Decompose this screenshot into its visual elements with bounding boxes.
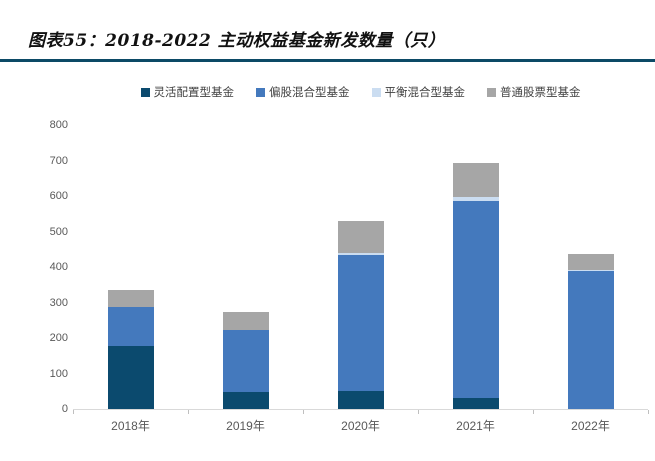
legend-label: 灵活配置型基金 [153, 87, 235, 99]
x-tick-mark [648, 410, 649, 414]
bar-group [188, 125, 303, 409]
stacked-bar[interactable] [107, 289, 154, 409]
stacked-bar[interactable] [337, 220, 384, 409]
bar-segment[interactable] [337, 390, 384, 409]
bar-segment[interactable] [567, 271, 614, 409]
x-tick-mark [188, 410, 189, 414]
x-tick-mark [533, 410, 534, 414]
bar-segment[interactable] [222, 392, 269, 409]
y-tick-label: 600 [49, 190, 68, 202]
bar-segment[interactable] [567, 269, 614, 272]
bar-group [533, 125, 648, 409]
y-tick-label: 300 [49, 296, 68, 309]
bar-segment[interactable] [222, 312, 269, 330]
x-category-label: 2018年 [111, 419, 150, 433]
title-underline [0, 59, 655, 62]
stacked-bar[interactable] [567, 253, 614, 409]
legend-item: 灵活配置型基金 [140, 84, 235, 100]
legend-label: 平衡混合型基金 [384, 87, 466, 99]
x-category-label: 2021年 [456, 419, 495, 433]
bar-segment[interactable] [452, 200, 499, 399]
x-category-label: 2022年 [571, 419, 610, 433]
y-tick-label: 400 [49, 261, 68, 273]
x-axis-labels: 2018年 2019年 2020年 2021年 2022年 [73, 417, 648, 434]
plot-area [73, 125, 649, 414]
bar-segment[interactable] [337, 254, 384, 391]
bars-container [73, 125, 648, 409]
x-category-label: 2019年 [226, 419, 265, 433]
bar-segment[interactable] [337, 220, 384, 253]
bar-group [418, 125, 533, 409]
x-category-label: 2020年 [341, 419, 380, 433]
x-tick-mark [418, 410, 419, 414]
bar-segment[interactable] [452, 196, 499, 201]
y-tick-label: 200 [49, 332, 68, 344]
bar-group [303, 125, 418, 409]
legend-swatch-icon [256, 87, 265, 97]
legend-swatch-icon [140, 87, 150, 97]
y-tick-label: 100 [49, 367, 68, 380]
stacked-bar[interactable] [452, 163, 499, 409]
bar-segment[interactable] [337, 252, 384, 255]
legend-item: 普通股票型基金 [487, 84, 581, 100]
y-tick-label: 500 [49, 225, 68, 238]
legend-label: 普通股票型基金 [500, 87, 581, 99]
legend-item: 平衡混合型基金 [371, 84, 466, 100]
y-axis: 0 100 200 300 400 500 600 700 800 [38, 119, 68, 415]
legend-label: 偏股混合型基金 [269, 87, 350, 99]
x-tick-mark [73, 410, 74, 414]
bar-segment[interactable] [222, 329, 269, 393]
y-tick-label: 700 [49, 154, 68, 167]
bar-group [73, 125, 188, 409]
y-tick-label: 800 [49, 119, 68, 131]
x-axis-line [73, 409, 648, 410]
x-tick-mark [303, 410, 304, 414]
chart-legend: 灵活配置型基金 偏股混合型基金 平衡混合型基金 普通股票型基金 [73, 84, 648, 100]
figure-title: 图表55：2018-2022 主动权益基金新发数量（只） [28, 31, 446, 51]
bar-segment[interactable] [567, 253, 614, 270]
legend-item: 偏股混合型基金 [256, 84, 350, 100]
bar-segment[interactable] [107, 346, 154, 409]
stacked-bar[interactable] [222, 312, 269, 409]
bar-segment[interactable] [452, 398, 499, 409]
legend-swatch-icon [371, 87, 381, 97]
y-tick-label: 0 [61, 403, 68, 415]
legend-swatch-icon [487, 87, 496, 97]
bar-segment[interactable] [107, 307, 154, 347]
bar-segment[interactable] [107, 289, 154, 308]
bar-segment[interactable] [452, 163, 499, 197]
